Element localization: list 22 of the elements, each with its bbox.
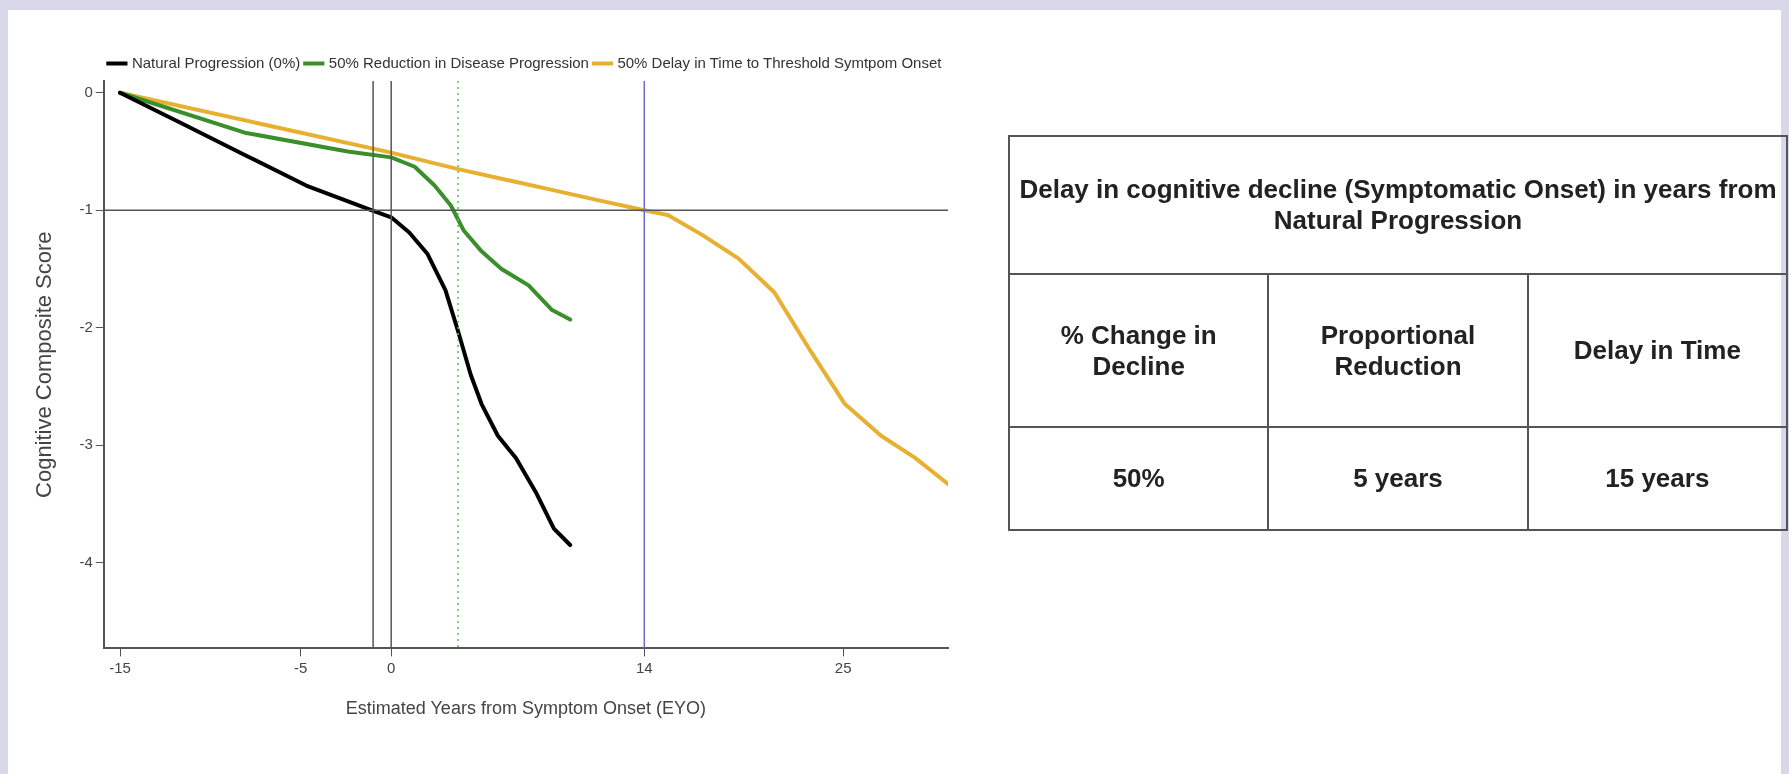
category-label: Proportional Reduction [1268, 274, 1528, 427]
text: 50% [1009, 427, 1269, 530]
y-axis-title: Cognitive Composite Score [31, 231, 57, 498]
y-tick-label: -3 [79, 435, 93, 453]
y-tick-label: -1 [79, 200, 93, 218]
x-tick-label: 25 [834, 658, 852, 676]
legend-label: 50% Reduction in Disease Progression [328, 53, 589, 71]
x-tick-label: 14 [635, 658, 653, 676]
y-tick-label: 0 [84, 82, 93, 100]
x-tick-label: 0 [387, 658, 396, 676]
text: Delay in cognitive decline (Symptomatic Onset) in years from Natural Progression [1009, 136, 1787, 274]
text: 15 years [1527, 427, 1787, 530]
legend-label: Natural Progression (0%) [131, 53, 301, 71]
legend-label: 50% Delay in Time to Threshold Symtpom Onset [617, 53, 943, 71]
x-axis-title: Estimated Years from Symptom Onset (EYO) [345, 698, 706, 719]
y-tick-label: -2 [79, 317, 93, 335]
category-label: % Change in Decline [1009, 274, 1269, 427]
y-tick-label: -4 [79, 552, 93, 570]
x-tick-label: -15 [109, 658, 131, 676]
category-label: Delay in Time [1527, 274, 1787, 427]
text: 5 years [1268, 427, 1528, 530]
x-tick-label: -5 [294, 658, 308, 676]
